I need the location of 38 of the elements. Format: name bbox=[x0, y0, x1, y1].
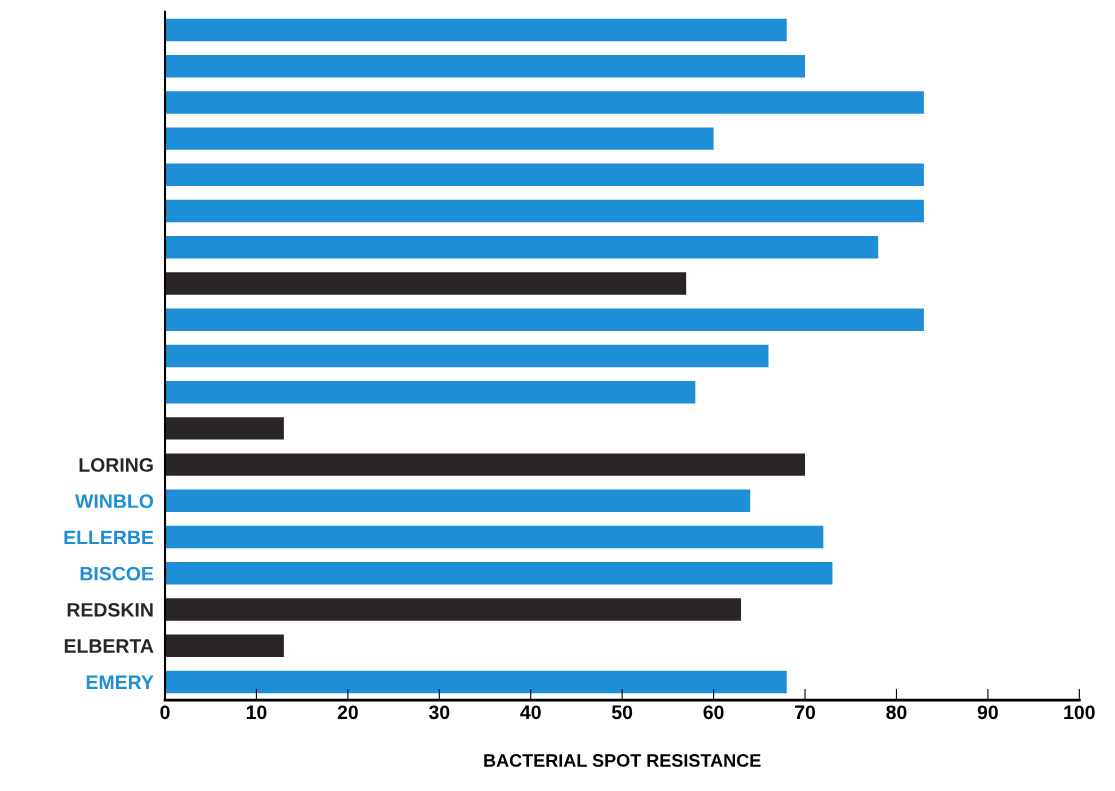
y-tick-label: EMERY bbox=[86, 675, 154, 689]
bar bbox=[165, 236, 879, 259]
bar bbox=[165, 525, 824, 549]
bar bbox=[165, 344, 769, 368]
bar bbox=[165, 127, 714, 150]
bar bbox=[165, 163, 924, 187]
bar bbox=[165, 380, 696, 404]
x-tick-label: 40 bbox=[520, 705, 541, 720]
y-tick-label: REDSKIN bbox=[67, 602, 153, 617]
bar bbox=[165, 453, 806, 476]
y-tick-label: ELBERTA bbox=[64, 639, 154, 653]
x-tick-label: 100 bbox=[1064, 705, 1095, 720]
x-tick-label: 10 bbox=[246, 705, 267, 720]
bar bbox=[165, 199, 924, 223]
bar bbox=[165, 308, 924, 331]
bar bbox=[165, 272, 687, 295]
x-tick-label: 60 bbox=[703, 705, 724, 720]
x-tick-label: 50 bbox=[611, 705, 633, 720]
x-tick-label: 90 bbox=[977, 705, 998, 720]
x-axis-title: BACTERIAL SPOT RESISTANCE bbox=[484, 754, 761, 767]
bar bbox=[165, 54, 806, 78]
bar bbox=[165, 634, 284, 657]
x-tick-label: 0 bbox=[160, 705, 170, 720]
x-tick-label: 80 bbox=[886, 705, 907, 720]
x-tick-label: 20 bbox=[337, 705, 358, 720]
y-tick-label: BISCOE bbox=[80, 566, 154, 581]
y-tick-label: ELLERBE bbox=[64, 530, 154, 545]
y-tick-label: LORING bbox=[79, 458, 153, 472]
bar bbox=[165, 489, 751, 513]
y-tick-label: WINBLO bbox=[75, 494, 154, 509]
bar bbox=[165, 18, 787, 42]
bar bbox=[165, 562, 833, 585]
bar bbox=[165, 91, 924, 114]
bar bbox=[165, 417, 284, 440]
x-tick-label: 70 bbox=[795, 705, 816, 720]
bar bbox=[165, 670, 787, 694]
bar bbox=[165, 598, 742, 621]
x-tick-label: 30 bbox=[428, 705, 450, 720]
